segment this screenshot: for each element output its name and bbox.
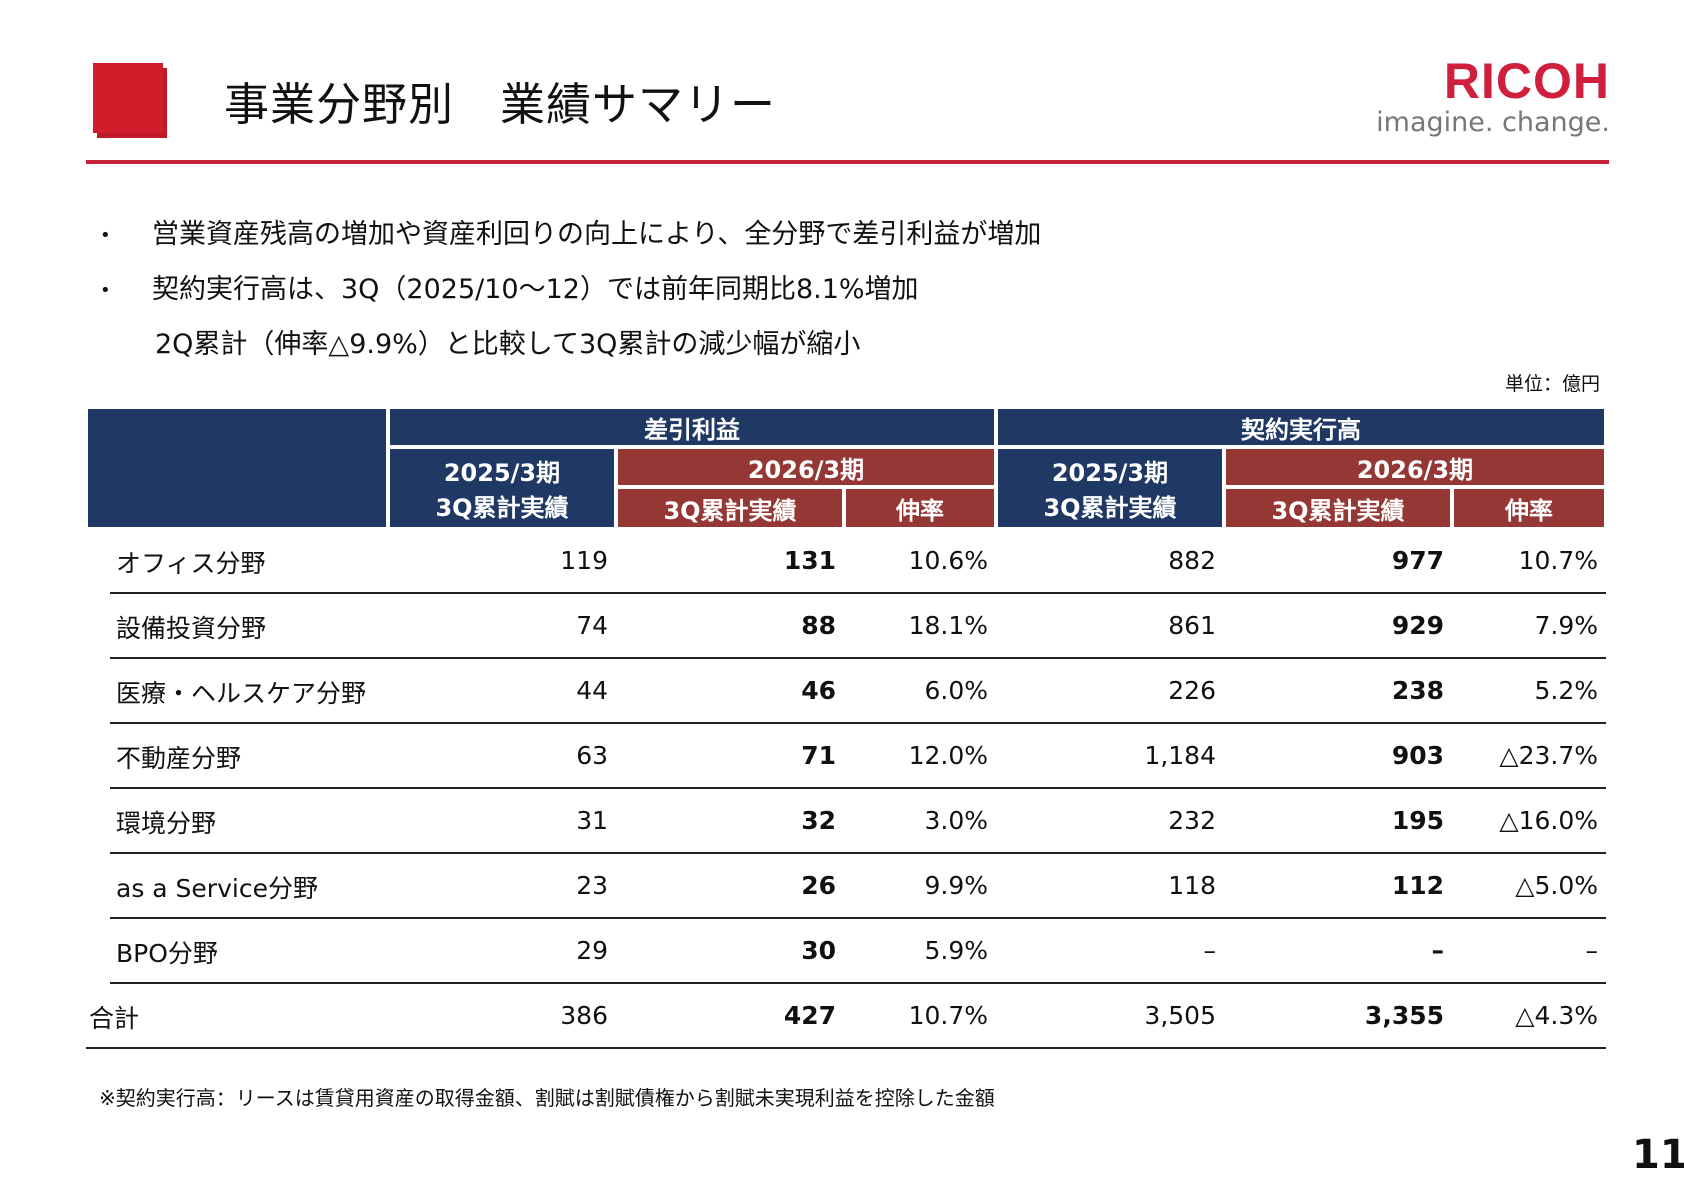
header-divider xyxy=(86,160,1609,164)
bullet-2-continuation: 2Q累計（伸率△9.9%）と比較して3Q累計の減少幅が縮小 xyxy=(155,329,861,360)
unit-label: 単位：億円 xyxy=(1504,373,1600,395)
cell-value: 7.9% xyxy=(1452,594,1606,659)
table-row: as a Service分野 23 26 9.9% 118 112 △5.0% xyxy=(86,854,1606,919)
cell-value: 195 xyxy=(1224,789,1452,854)
cell-value: 3,505 xyxy=(996,984,1224,1049)
cell-value: △16.0% xyxy=(1452,789,1606,854)
header-blank xyxy=(86,407,388,529)
cell-value: 29 xyxy=(388,919,616,984)
cell-value: 112 xyxy=(1224,854,1452,919)
logo-tagline: imagine. change. xyxy=(1376,107,1610,138)
bullet-dot-icon: • xyxy=(100,225,111,246)
cell-value: 32 xyxy=(616,789,844,854)
row-label: BPO分野 xyxy=(86,919,388,984)
row-label: オフィス分野 xyxy=(86,529,388,594)
summary-table: 差引利益 契約実行高 2025/3期 3Q累計実績 2026/3期 2025/3期… xyxy=(86,407,1606,1049)
header-period: 2026/3期 xyxy=(616,447,996,487)
cell-value: △5.0% xyxy=(1452,854,1606,919)
cell-value: 6.0% xyxy=(844,659,996,724)
bullet-text: 営業資産残高の増加や資産利回りの向上により、全分野で差引利益が増加 xyxy=(152,219,1042,250)
cell-value: △4.3% xyxy=(1452,984,1606,1049)
cell-value: 977 xyxy=(1224,529,1452,594)
row-label: 医療・ヘルスケア分野 xyxy=(86,659,388,724)
header-actual: 3Q累計実績 xyxy=(1224,487,1452,529)
title-accent-square xyxy=(93,63,163,133)
cell-value: 10.6% xyxy=(844,529,996,594)
table-row: 合計 386 427 10.7% 3,505 3,355 △4.3% xyxy=(86,984,1606,1049)
cell-value: 10.7% xyxy=(1452,529,1606,594)
cell-value: 31 xyxy=(388,789,616,854)
cell-value: 26 xyxy=(616,854,844,919)
header-period: 2025/3期 3Q累計実績 xyxy=(388,447,616,529)
bullet-2: • 契約実行高は、3Q（2025/10～12）では前年同期比8.1%増加 xyxy=(100,267,919,306)
table-row: 設備投資分野 74 88 18.1% 861 929 7.9% xyxy=(86,594,1606,659)
footnote: ※契約実行高：リースは賃貸用資産の取得金額、割賦は割賦債権から割賦未実現利益を控… xyxy=(99,1086,995,1110)
cell-value: 88 xyxy=(616,594,844,659)
cell-value: 10.7% xyxy=(844,984,996,1049)
logo-brand: RICOH xyxy=(1443,53,1610,109)
cell-value: 3.0% xyxy=(844,789,996,854)
cell-value: 23 xyxy=(388,854,616,919)
cell-value: 882 xyxy=(996,529,1224,594)
cell-value: 119 xyxy=(388,529,616,594)
page-title: 事業分野別 業績サマリー xyxy=(224,78,777,131)
cell-value: 861 xyxy=(996,594,1224,659)
header-group: 差引利益 xyxy=(388,407,996,447)
cell-value: 131 xyxy=(616,529,844,594)
row-label: 合計 xyxy=(86,984,388,1049)
bullet-text: 契約実行高は、3Q（2025/10～12）では前年同期比8.1%増加 xyxy=(152,274,919,305)
header-growth: 伸率 xyxy=(1452,487,1606,529)
cell-value: 929 xyxy=(1224,594,1452,659)
cell-value: 118 xyxy=(996,854,1224,919)
cell-value: 74 xyxy=(388,594,616,659)
row-label: as a Service分野 xyxy=(86,854,388,919)
row-label: 不動産分野 xyxy=(86,724,388,789)
cell-value: 71 xyxy=(616,724,844,789)
row-label: 設備投資分野 xyxy=(86,594,388,659)
cell-value: 44 xyxy=(388,659,616,724)
header-group: 契約実行高 xyxy=(996,407,1606,447)
cell-value: 5.2% xyxy=(1452,659,1606,724)
cell-value: 9.9% xyxy=(844,854,996,919)
cell-value: 1,184 xyxy=(996,724,1224,789)
row-label: 環境分野 xyxy=(86,789,388,854)
bullet-dot-icon: • xyxy=(100,280,111,301)
cell-value: 386 xyxy=(388,984,616,1049)
cell-value: – xyxy=(1224,919,1452,984)
cell-value: 5.9% xyxy=(844,919,996,984)
cell-value: 427 xyxy=(616,984,844,1049)
cell-value: 226 xyxy=(996,659,1224,724)
ricoh-logo: RICOH imagine. change. xyxy=(1372,56,1610,140)
cell-value: – xyxy=(996,919,1224,984)
cell-value: 63 xyxy=(388,724,616,789)
table-row: オフィス分野 119 131 10.6% 882 977 10.7% xyxy=(86,529,1606,594)
table-row: 環境分野 31 32 3.0% 232 195 △16.0% xyxy=(86,789,1606,854)
page-number: 11 xyxy=(1632,1132,1684,1178)
header-period: 2026/3期 xyxy=(1224,447,1606,487)
table-row: 不動産分野 63 71 12.0% 1,184 903 △23.7% xyxy=(86,724,1606,789)
cell-value: 46 xyxy=(616,659,844,724)
cell-value: △23.7% xyxy=(1452,724,1606,789)
cell-value: 903 xyxy=(1224,724,1452,789)
table-row: BPO分野 29 30 5.9% – – – xyxy=(86,919,1606,984)
cell-value: 3,355 xyxy=(1224,984,1452,1049)
cell-value: 30 xyxy=(616,919,844,984)
table-row: 医療・ヘルスケア分野 44 46 6.0% 226 238 5.2% xyxy=(86,659,1606,724)
cell-value: – xyxy=(1452,919,1606,984)
cell-value: 12.0% xyxy=(844,724,996,789)
cell-value: 232 xyxy=(996,789,1224,854)
header-growth: 伸率 xyxy=(844,487,996,529)
header-period: 2025/3期 3Q累計実績 xyxy=(996,447,1224,529)
cell-value: 238 xyxy=(1224,659,1452,724)
header-actual: 3Q累計実績 xyxy=(616,487,844,529)
bullet-1: • 営業資産残高の増加や資産利回りの向上により、全分野で差引利益が増加 xyxy=(100,212,1041,251)
cell-value: 18.1% xyxy=(844,594,996,659)
